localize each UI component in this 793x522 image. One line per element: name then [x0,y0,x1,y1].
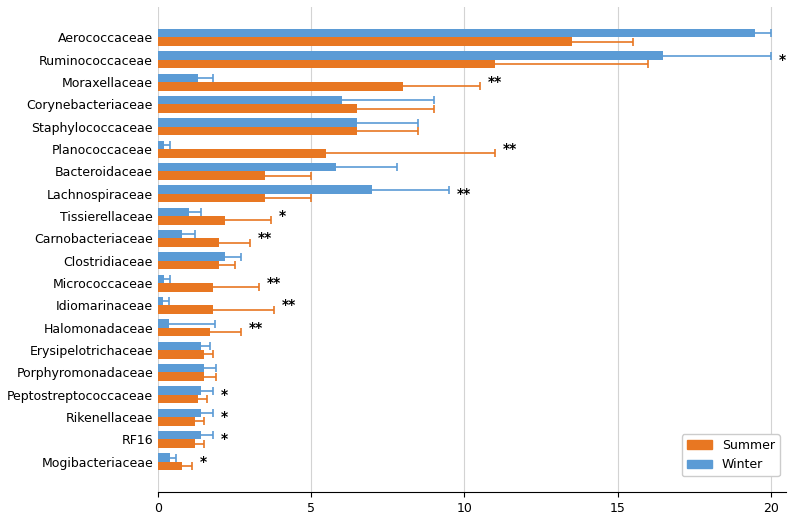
Bar [158,350,204,359]
Bar [158,417,195,425]
Bar [158,239,219,247]
Text: **: ** [457,187,471,201]
Bar [158,208,189,216]
Bar [158,140,164,149]
Bar [158,297,163,305]
Bar [158,60,495,68]
Legend: Summer, Winter: Summer, Winter [682,434,780,477]
Bar [158,453,170,462]
Text: **: ** [488,75,501,89]
Bar [158,364,204,373]
Bar [158,283,213,292]
Text: *: * [779,53,786,67]
Bar [158,252,225,261]
Text: **: ** [282,299,297,313]
Bar [158,96,342,104]
Bar [158,462,182,470]
Bar [158,149,327,158]
Text: **: ** [248,321,262,335]
Text: **: ** [258,231,272,245]
Bar [158,127,357,135]
Bar [158,409,201,417]
Bar [158,185,373,194]
Bar [158,319,169,328]
Bar [158,230,182,239]
Bar [158,216,225,224]
Bar [158,74,197,82]
Bar [158,194,265,203]
Bar [158,38,572,46]
Bar [158,305,213,314]
Bar [158,163,335,172]
Bar [158,29,756,38]
Bar [158,172,265,180]
Bar [158,431,201,440]
Bar [158,275,164,283]
Text: *: * [220,388,228,402]
Bar [158,341,201,350]
Text: **: ** [503,142,517,156]
Bar [158,261,219,269]
Text: *: * [220,410,228,424]
Text: *: * [279,209,286,223]
Bar [158,328,210,336]
Text: **: ** [266,276,281,290]
Bar [158,82,403,91]
Bar [158,386,201,395]
Bar [158,104,357,113]
Bar [158,51,664,60]
Bar [158,440,195,448]
Bar [158,373,204,381]
Bar [158,395,197,404]
Text: *: * [220,432,228,446]
Bar [158,118,357,127]
Text: *: * [199,455,206,469]
